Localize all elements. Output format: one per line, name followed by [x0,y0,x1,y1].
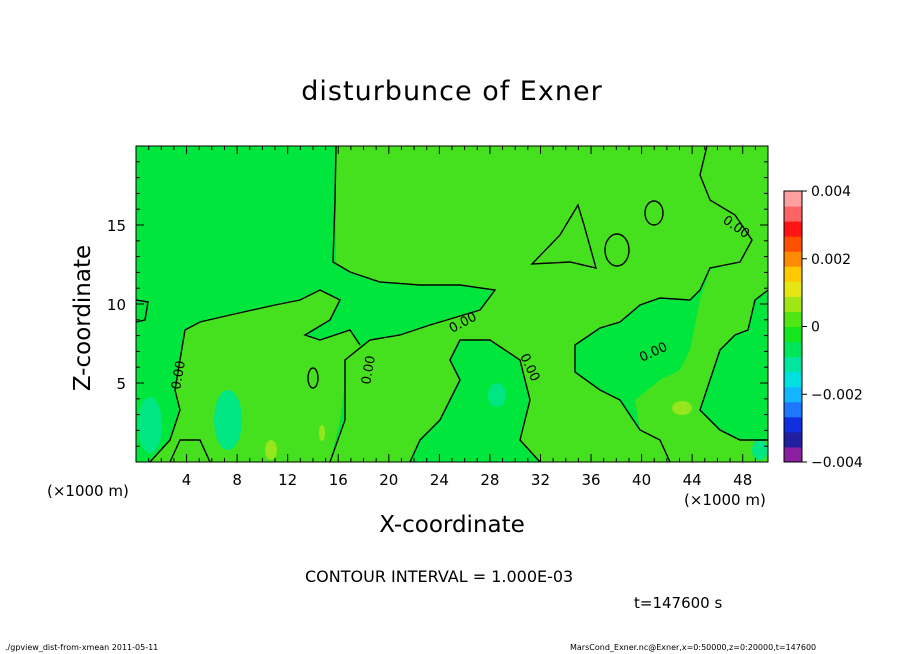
colorbar-segment [784,431,802,448]
colorbar-segment [784,221,802,237]
colorbar-segment [784,401,802,418]
x-tick-label: 40 [632,471,651,489]
x-tick-label: 20 [379,471,398,489]
x-tick-label: 4 [182,471,192,489]
time-label: t=147600 s [634,594,723,612]
y-tick-label: 5 [116,375,126,393]
contour-lines [135,145,769,463]
chart-title: disturbunce of Exner [301,76,603,107]
positive-region-main [330,146,752,462]
colorbar-segment [784,326,802,343]
colorbar-tick-label: −0.004 [811,455,863,471]
x-tick-label: 8 [232,471,242,489]
x-tick-label: 48 [733,471,752,489]
contour-zero-3 [409,339,541,463]
contour-zero-6 [169,439,211,463]
y-tick-label: 10 [107,296,126,314]
contour-loop-1 [604,233,630,267]
contour-triangle [530,203,597,269]
x-axis-label: X-coordinate [379,512,525,538]
y-axis: 5 10 15 [107,161,768,447]
x-tick-label: 16 [329,471,348,489]
colorbar-segment [784,296,802,312]
positive-region-right [635,146,768,462]
colorbar-segment [784,416,802,433]
negative-blob-1 [214,390,242,450]
colorbar-segment [784,341,802,358]
footer-right: MarsCond_Exner.nc@Exner,x=0:50000,z=0:20… [570,643,817,652]
colorbar-tick-label: −0.002 [811,387,863,403]
positive-region-left [136,290,360,462]
x-axis: 4 8 12 16 20 24 28 32 36 40 44 48 [148,146,756,489]
contour-interval-text: CONTOUR INTERVAL = 1.000E-03 [305,567,574,586]
x-tick-label: 36 [581,471,600,489]
y-tick-label: 15 [107,217,126,235]
colorbar-segment [784,446,802,463]
colorbar: 0.004 0.002 0 −0.002 −0.004 [783,184,863,471]
contour-loop-3 [307,367,319,389]
colorbar-tick-label: 0 [811,320,820,336]
contour-zero-2 [149,289,361,463]
contour-loop-2 [644,200,664,226]
colorbar-segment [784,356,802,373]
x-tick-label: 44 [683,471,702,489]
contour-label: 0.00 [359,355,379,386]
x-tick-label: 32 [531,471,550,489]
colorbar-segment [784,236,802,252]
x-unit-right: (×1000 m) [684,491,766,509]
colorbar-tick-label: 0.004 [811,184,851,200]
colorbar-segment [784,371,802,388]
contour-label: 0.00 [169,360,189,391]
negative-blob-4 [752,440,768,460]
x-tick-label: 24 [430,471,449,489]
plot-field [136,146,768,462]
negative-blob-2 [138,397,162,453]
contour-zero-5 [699,289,769,441]
light-positive-blob-2 [265,440,277,460]
colorbar-segment [784,191,802,207]
negative-blob-3 [488,383,506,407]
contour-zero-7 [135,299,149,323]
colorbar-segment [784,206,802,222]
y-axis-label: Z-coordinate [70,244,96,392]
light-positive-blob-3 [319,425,325,441]
footer-left: ./gpview_dist-from-xmean 2011-05-11 [5,643,159,652]
x-unit-left: (×1000 m) [47,482,129,500]
colorbar-segment [784,266,802,282]
colorbar-segment [784,281,802,297]
colorbar-segment [784,251,802,267]
contour-zero-1 [329,145,497,463]
x-tick-label: 28 [480,471,499,489]
contour-zero-4 [574,145,753,463]
colorbar-tick-label: 0.002 [811,252,851,268]
colorbar-segment [784,311,802,327]
colorbar-segment [784,386,802,403]
x-tick-label: 12 [278,471,297,489]
light-positive-blob-1 [672,401,692,415]
